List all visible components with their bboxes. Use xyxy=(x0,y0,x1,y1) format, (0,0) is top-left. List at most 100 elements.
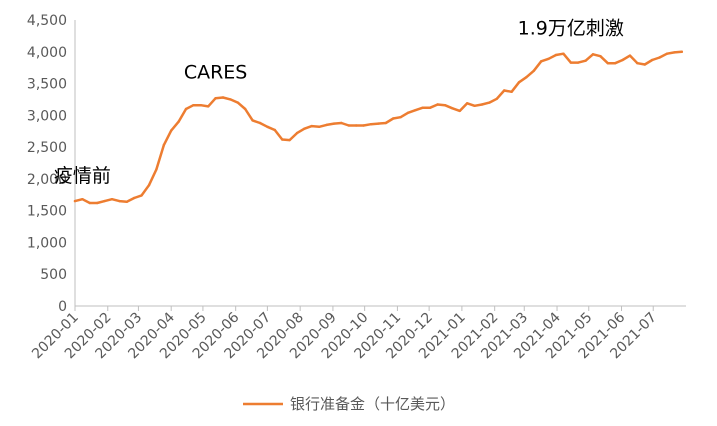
data-point xyxy=(96,201,99,205)
data-point xyxy=(184,107,188,111)
data-point xyxy=(458,109,461,113)
data-point xyxy=(392,117,395,120)
data-point xyxy=(177,120,180,123)
data-point xyxy=(118,199,121,203)
data-point xyxy=(577,61,580,64)
data-point xyxy=(244,107,247,111)
y-tick-label: 1,000 xyxy=(27,235,67,251)
data-point xyxy=(673,51,676,54)
data-point xyxy=(384,121,387,125)
data-point xyxy=(288,138,291,142)
data-point xyxy=(303,127,306,130)
data-point xyxy=(369,123,373,126)
data-point xyxy=(266,125,269,128)
data-point xyxy=(628,54,632,57)
data-point xyxy=(295,131,299,135)
data-point xyxy=(480,103,484,106)
data-point xyxy=(347,124,350,127)
data-point xyxy=(140,194,143,197)
data-point xyxy=(199,104,202,107)
data-point xyxy=(229,98,232,101)
data-point xyxy=(429,106,432,109)
data-point xyxy=(355,124,358,127)
data-point xyxy=(221,96,225,99)
data-point xyxy=(436,103,439,106)
data-point xyxy=(532,69,535,73)
data-point xyxy=(495,97,498,101)
data-point xyxy=(466,102,469,105)
data-point xyxy=(133,196,136,200)
data-point xyxy=(192,104,195,107)
data-point xyxy=(599,55,602,58)
data-point xyxy=(207,105,210,108)
chart-annotations: 疫情前 CARES 1.9万亿刺激 xyxy=(54,18,624,187)
legend-label: 银行准备金（十亿美元） xyxy=(290,395,455,413)
series-points xyxy=(73,50,683,205)
annotation-label: 1.9万亿刺激 xyxy=(518,18,624,40)
data-point xyxy=(236,101,239,104)
data-point xyxy=(125,200,128,203)
data-point xyxy=(155,168,158,171)
data-point xyxy=(569,61,572,64)
data-point xyxy=(636,62,639,65)
y-axis-tick-labels: 0 500 1,000 1,500 2,000 2,500 3,000 3,500 4,000 4… xyxy=(27,13,67,315)
data-point xyxy=(665,52,669,55)
data-point xyxy=(406,111,410,115)
data-point xyxy=(488,101,491,104)
data-point xyxy=(554,53,558,57)
y-tick-label: 4,500 xyxy=(27,13,67,29)
data-point xyxy=(214,97,217,100)
data-point xyxy=(162,144,165,147)
data-point xyxy=(103,199,106,203)
data-point xyxy=(651,58,654,62)
y-tick-label: 4,000 xyxy=(27,45,67,61)
data-point xyxy=(591,53,595,56)
y-tick-label: 0 xyxy=(58,299,67,315)
series-line-bank-reserves xyxy=(73,50,684,205)
data-point xyxy=(332,122,336,125)
y-tick-label: 500 xyxy=(40,267,67,283)
legend: 银行准备金（十亿美元） xyxy=(243,395,455,413)
data-point xyxy=(421,106,424,109)
data-point xyxy=(503,89,506,92)
y-tick-label: 3,000 xyxy=(27,108,67,124)
data-point xyxy=(88,201,92,205)
annotation-label: CARES xyxy=(184,61,248,83)
data-point xyxy=(251,119,254,122)
data-point xyxy=(81,198,84,201)
data-point xyxy=(658,56,661,59)
data-point xyxy=(606,62,609,65)
data-point xyxy=(147,184,151,187)
x-axis-tick-marks xyxy=(74,306,654,311)
data-point xyxy=(614,62,617,65)
data-point xyxy=(73,199,77,203)
data-point xyxy=(273,128,276,132)
data-point xyxy=(643,63,646,66)
data-point xyxy=(680,50,683,53)
data-point xyxy=(362,124,365,127)
data-point xyxy=(325,123,328,127)
data-point xyxy=(451,107,454,110)
data-point xyxy=(110,198,114,201)
data-point xyxy=(170,129,173,132)
data-point xyxy=(281,138,284,141)
y-tick-label: 1,500 xyxy=(27,204,67,220)
data-point xyxy=(540,60,543,63)
y-tick-label: 2,000 xyxy=(27,172,67,188)
data-point xyxy=(443,104,447,107)
data-point xyxy=(318,125,321,128)
data-point xyxy=(510,90,513,94)
data-point xyxy=(562,52,565,55)
data-point xyxy=(517,81,521,84)
data-point xyxy=(525,76,528,79)
y-tick-label: 2,500 xyxy=(27,140,67,156)
data-point xyxy=(310,124,313,128)
annotation-label: 疫情前 xyxy=(54,165,111,187)
data-point xyxy=(399,116,402,119)
x-axis-tick-labels: 2020-012020-022020-032020-042020-052020-… xyxy=(29,309,660,362)
data-point xyxy=(340,121,343,125)
data-point xyxy=(258,121,262,125)
data-point xyxy=(377,122,380,125)
data-point xyxy=(473,104,476,108)
y-tick-label: 3,500 xyxy=(27,77,67,93)
